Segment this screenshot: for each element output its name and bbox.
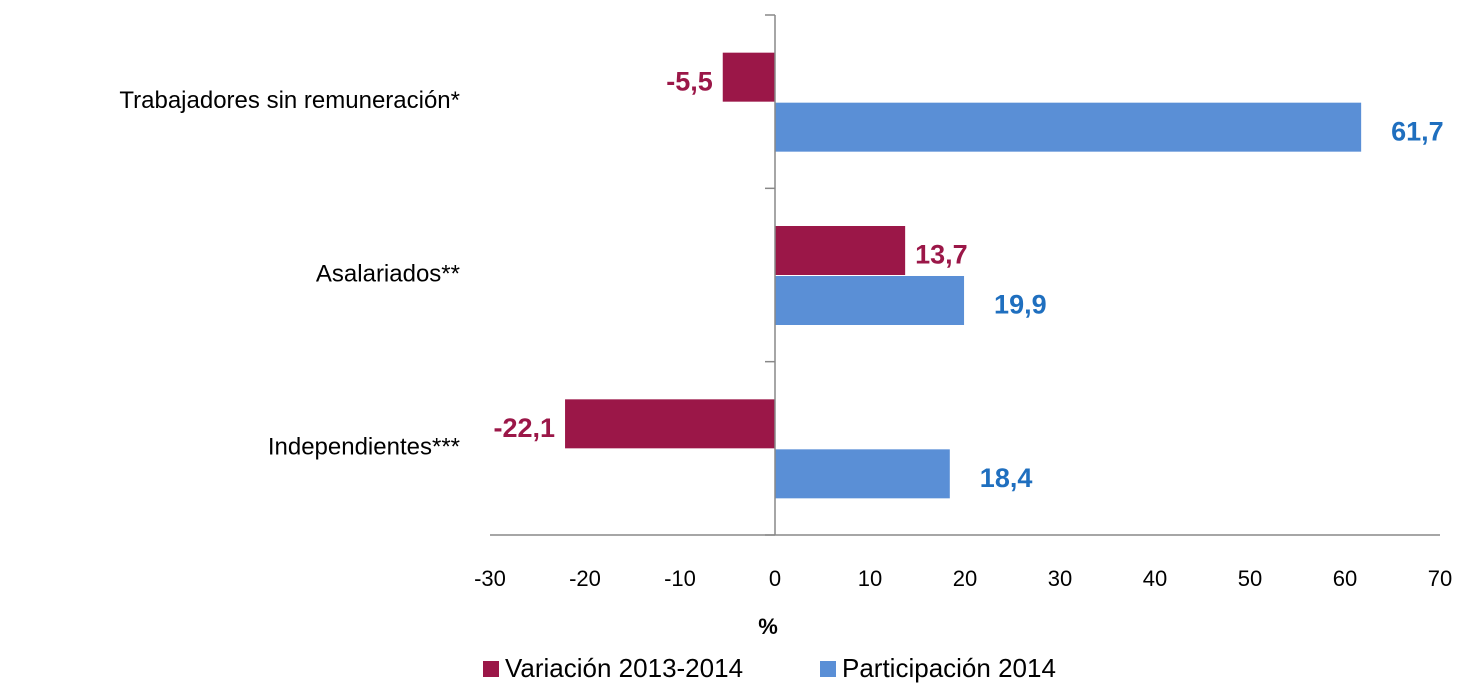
legend-swatch bbox=[483, 661, 499, 677]
x-tick-label: 70 bbox=[1428, 566, 1452, 591]
x-tick-label: 40 bbox=[1143, 566, 1167, 591]
x-tick-label: 50 bbox=[1238, 566, 1262, 591]
bar bbox=[722, 52, 775, 102]
y-tick-label: Trabajadores sin remuneración* bbox=[119, 87, 460, 114]
x-tick-label: 30 bbox=[1048, 566, 1072, 591]
data-label: 19,9 bbox=[994, 290, 1047, 320]
bar bbox=[775, 226, 906, 275]
x-axis-label: % bbox=[758, 614, 778, 639]
x-tick-label: 20 bbox=[953, 566, 977, 591]
x-tick-label: 10 bbox=[858, 566, 882, 591]
legend-label: Participación 2014 bbox=[842, 653, 1056, 683]
x-tick-label: -10 bbox=[664, 566, 696, 591]
bar bbox=[775, 102, 1362, 152]
bar bbox=[565, 399, 775, 449]
x-tick-label: 0 bbox=[769, 566, 781, 591]
data-label: 13,7 bbox=[915, 240, 968, 270]
data-label: -22,1 bbox=[494, 413, 556, 443]
data-label: 18,4 bbox=[980, 463, 1033, 493]
y-tick-label: Asalariados** bbox=[316, 260, 460, 287]
x-tick-label: -30 bbox=[474, 566, 506, 591]
y-tick-label: Independientes*** bbox=[268, 434, 460, 461]
bar bbox=[775, 276, 965, 325]
data-label: -5,5 bbox=[666, 66, 713, 96]
data-label: 61,7 bbox=[1391, 116, 1444, 146]
legend-swatch bbox=[820, 661, 836, 677]
legend-label: Variación 2013-2014 bbox=[505, 653, 743, 683]
x-tick-label: -20 bbox=[569, 566, 601, 591]
x-tick-label: 60 bbox=[1333, 566, 1357, 591]
bar bbox=[775, 449, 950, 499]
